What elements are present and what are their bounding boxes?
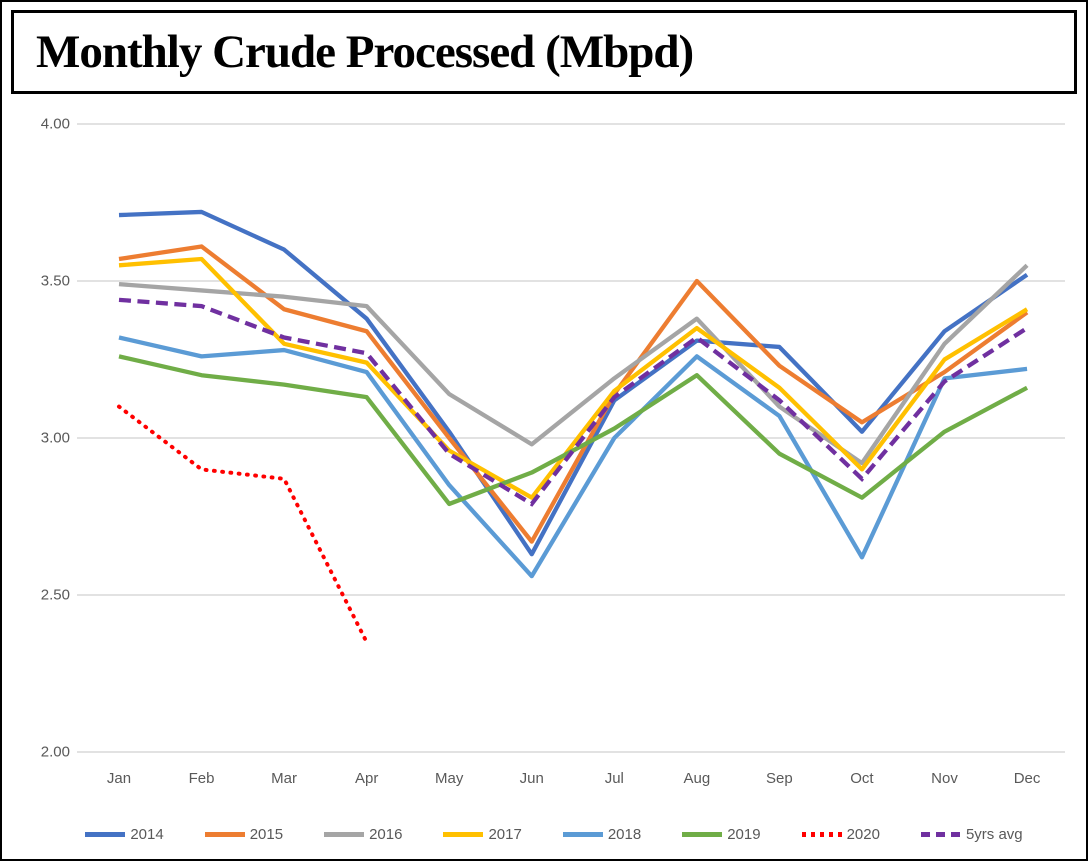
series-line-2018 [118,335,1028,579]
legend-label-2016: 2016 [369,826,403,843]
legend-item-2015: 2015 [204,826,284,843]
legend-swatch-2020 [801,832,842,837]
y-axis-tick-2.00: 2.00 [40,743,70,761]
legend-label-5yrs-avg: 5yrs avg [965,826,1023,843]
legend-label-2014: 2014 [130,826,164,843]
legend-label-2018: 2018 [607,826,642,843]
chart-title-box: Monthly Crude Processed (Mbpd) [11,10,1077,94]
legend-swatch-5yrs-avg [920,832,961,837]
legend-label-2020: 2020 [846,826,880,843]
x-axis-tick-May: May [435,770,464,787]
series-line-2019 [118,354,1029,507]
legend-item-2019: 2019 [682,826,761,843]
series-line-2016 [118,263,1029,466]
legend-item-2014: 2014 [85,826,164,843]
legend-swatch-2019 [682,832,723,837]
series-line-2020 [117,404,369,645]
y-axis-tick-4.00: 4.00 [40,115,70,133]
series-line-2017 [118,256,1029,500]
x-axis-tick-Jan: Jan [106,770,132,787]
x-axis-tick-Nov: Nov [931,770,958,787]
legend-swatch-2018 [562,832,603,837]
series-line-2015 [118,244,1029,544]
legend-item-2020: 2020 [801,826,880,843]
x-axis-tick-Jun: Jun [519,770,544,787]
x-axis-tick-Jul: Jul [604,770,624,787]
chart-title: Monthly Crude Processed (Mbpd) [36,26,694,78]
legend-swatch-2017 [443,832,484,837]
series-line-5yrs-avg [118,297,1029,507]
x-axis-tick-Dec: Dec [1013,770,1041,787]
legend-swatch-2016 [324,832,365,837]
x-axis-tick-Oct: Oct [850,770,874,787]
y-axis-tick-3.00: 3.00 [40,429,70,447]
legend-label-2017: 2017 [488,826,522,843]
x-axis-tick-Mar: Mar [271,770,298,787]
x-axis-tick-Feb: Feb [188,770,215,787]
x-axis-tick-Sep: Sep [766,770,793,787]
line-chart-canvas [77,123,1065,753]
chart-legend: 2014 2015 2016 2017 2018 2019 2020 5yrs avg [42,826,1066,843]
legend-swatch-2015 [204,832,245,837]
legend-label-2015: 2015 [249,826,284,843]
x-axis-tick-Apr: Apr [354,770,379,787]
x-axis-tick-Aug: Aug [683,770,711,787]
y-axis-tick-3.50: 3.50 [40,272,70,290]
legend-item-5yrs-avg: 5yrs avg [920,826,1023,843]
legend-label-2019: 2019 [727,826,761,843]
legend-swatch-2014 [85,832,126,837]
chart-plot-area: 4.00 3.50 3.00 2.50 2.00 Jan Feb Mar Apr May Jun J… [2,96,1086,859]
legend-item-2018: 2018 [562,826,642,843]
legend-item-2016: 2016 [324,826,402,843]
legend-item-2017: 2017 [443,826,522,843]
y-axis-tick-2.50: 2.50 [40,586,70,604]
